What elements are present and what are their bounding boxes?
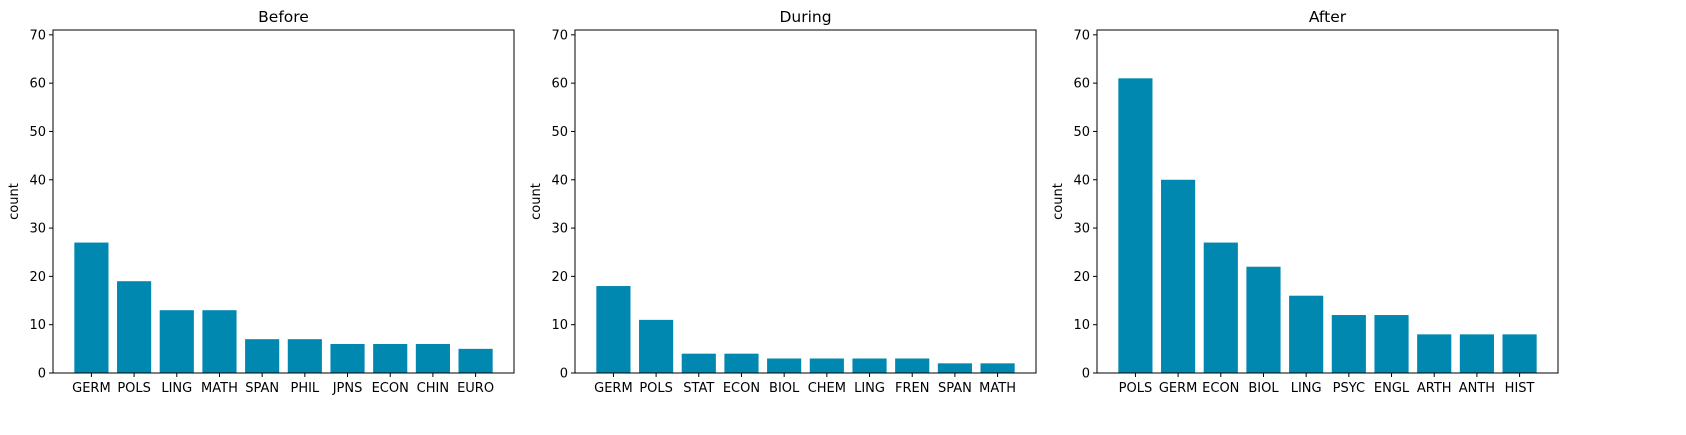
x-tick-label: LING: [1291, 381, 1322, 396]
bar-biol: [767, 358, 802, 373]
x-tick-label: ECON: [1202, 381, 1239, 396]
x-tick-label: PSYC: [1333, 381, 1365, 396]
bar-jpns: [330, 344, 365, 373]
bar-hist: [1502, 334, 1537, 373]
bar-ling: [159, 310, 194, 373]
x-tick-label: GERM: [72, 381, 111, 396]
bar-psyc: [1331, 315, 1366, 373]
y-tick-label: 0: [560, 367, 568, 382]
y-tick-label: 40: [1073, 173, 1090, 188]
plot-frame: [52, 29, 515, 374]
y-tick-label: 70: [551, 28, 568, 43]
y-tick-label: 60: [551, 77, 568, 92]
bar-stat: [681, 353, 716, 373]
x-tick-label: POLS: [117, 381, 151, 396]
y-tick-label: 0: [38, 367, 46, 382]
x-tick-label: GERM: [594, 381, 633, 396]
x-tick-label: JPNS: [332, 381, 363, 396]
x-tick-label: MATH: [979, 381, 1016, 396]
y-tick-label: 20: [1073, 270, 1090, 285]
bar-econ: [1203, 242, 1238, 373]
bar-ling: [852, 358, 887, 373]
x-tick-label: ANTH: [1459, 381, 1495, 396]
x-tick-label: CHIN: [417, 381, 449, 396]
y-tick-label: 70: [29, 28, 46, 43]
x-tick-label: CHEM: [808, 381, 846, 396]
y-tick-label: 10: [29, 318, 46, 333]
y-axis-label: count: [7, 183, 22, 220]
y-axis-label: count: [529, 183, 544, 220]
bar-math: [202, 310, 237, 373]
y-tick-label: 30: [29, 222, 46, 237]
bar-pols: [639, 319, 674, 373]
y-tick-label: 30: [551, 222, 568, 237]
y-tick-label: 30: [1073, 222, 1090, 237]
bar-euro: [458, 348, 493, 373]
y-tick-label: 70: [1073, 28, 1090, 43]
bar-biol: [1246, 266, 1281, 373]
bar-span: [937, 363, 972, 373]
chart-title: After: [1309, 8, 1347, 26]
bar-pols: [117, 281, 152, 373]
bar-germ: [1161, 179, 1196, 373]
bar-chem: [809, 358, 844, 373]
y-tick-label: 0: [1082, 367, 1090, 382]
bar-germ: [74, 242, 109, 373]
bar-math: [980, 363, 1015, 373]
bar-engl: [1374, 315, 1409, 373]
x-tick-label: POLS: [639, 381, 673, 396]
x-tick-label: SPAN: [938, 381, 972, 396]
plot-frame: [1096, 29, 1559, 374]
y-tick-label: 50: [29, 125, 46, 140]
bar-span: [245, 339, 280, 373]
chart-panel-0: 0 10 20 30 40 50 60 70 GERM POLS LING MATH SPAN PHIL J…: [7, 8, 515, 396]
y-tick-label: 50: [551, 125, 568, 140]
chart-title: During: [779, 8, 831, 26]
x-tick-label: PHIL: [290, 381, 319, 396]
bar-econ: [724, 353, 759, 373]
y-tick-label: 10: [551, 318, 568, 333]
bar-anth: [1459, 334, 1494, 373]
x-tick-label: ECON: [372, 381, 409, 396]
x-tick-label: EURO: [457, 381, 494, 396]
bar-phil: [287, 339, 322, 373]
x-tick-label: HIST: [1505, 381, 1535, 396]
bar-pols: [1118, 78, 1153, 373]
chart-panel-2: 0 10 20 30 40 50 60 70 POLS GERM ECON BIOL LING PSYC E…: [1051, 8, 1559, 396]
y-tick-label: 60: [29, 77, 46, 92]
y-tick-label: 60: [1073, 77, 1090, 92]
y-tick-label: 40: [551, 173, 568, 188]
y-tick-label: 10: [1073, 318, 1090, 333]
plot-frame: [574, 29, 1037, 374]
x-tick-label: POLS: [1119, 381, 1153, 396]
x-tick-label: BIOL: [1248, 381, 1279, 396]
bar-fren: [895, 358, 930, 373]
x-tick-label: GERM: [1159, 381, 1198, 396]
y-tick-label: 40: [29, 173, 46, 188]
x-tick-label: SPAN: [245, 381, 279, 396]
x-tick-label: LING: [854, 381, 885, 396]
x-tick-label: ENGL: [1374, 381, 1410, 396]
y-tick-label: 50: [1073, 125, 1090, 140]
x-tick-label: BIOL: [769, 381, 800, 396]
chart-title: Before: [258, 8, 309, 26]
x-tick-label: FREN: [895, 381, 929, 396]
chart-panel-1: 0 10 20 30 40 50 60 70 GERM POLS STAT ECON BIOL CHEM L…: [529, 8, 1037, 396]
bar-chin: [415, 344, 450, 373]
x-tick-label: ECON: [723, 381, 760, 396]
x-tick-label: LING: [161, 381, 192, 396]
x-tick-label: ARTH: [1417, 381, 1452, 396]
bar-arth: [1417, 334, 1452, 373]
bar-ling: [1289, 295, 1324, 373]
bar-econ: [373, 344, 408, 373]
y-tick-label: 20: [551, 270, 568, 285]
y-axis-label: count: [1051, 183, 1066, 220]
x-tick-label: STAT: [683, 381, 714, 396]
x-tick-label: MATH: [201, 381, 238, 396]
bar-germ: [596, 286, 631, 373]
y-tick-label: 20: [29, 270, 46, 285]
